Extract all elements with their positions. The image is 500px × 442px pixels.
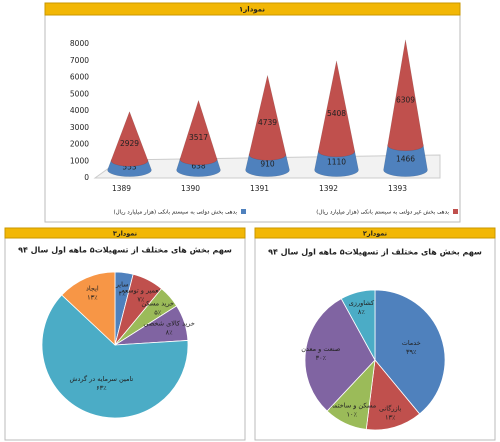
pie-slice [41,294,189,419]
panel-header: نمودار۱ [239,6,265,14]
slice-label: سایر [115,281,129,289]
data-label: 2929 [120,139,139,148]
x-tick-label: 1389 [112,184,131,193]
data-label: 5408 [327,109,346,118]
cone-segment [317,60,356,158]
data-label: 553 [122,162,137,171]
chart-title: سهم بخش های مختلف از تسهیلات۵ ماهه اول س… [268,248,482,258]
panel-1 [44,14,461,223]
slice-label: ایجاد [86,285,99,293]
data-label: 1466 [396,155,415,164]
slice-label: تامین سرمایه در گردش [70,375,134,383]
data-label: 3517 [189,133,208,142]
slice-label: کشاورزی [349,299,375,307]
data-label: 638 [191,162,206,171]
x-tick-label: 1392 [319,184,338,193]
data-label: 910 [260,159,275,168]
y-tick-label: 1000 [70,156,89,165]
cone-segment [248,75,287,161]
panel-header: نمودار۳ [113,230,137,238]
slice-label: خرید کالای شخصی [143,319,195,327]
pie-slice [304,298,376,412]
value-label: ۳۰٪ [316,354,327,362]
slice-label: خدمات [402,339,421,347]
cone-segment [110,110,149,167]
value-label: ۷٪ [137,295,144,303]
panel-header: نمودار۲ [363,230,387,238]
slice-label: بازرگانی [379,404,402,412]
legend-swatch [241,209,246,214]
data-label: 6309 [396,96,415,105]
value-label: ۱۰٪ [347,410,358,418]
pie-slice [61,271,116,346]
slice-label: خرید مسکن [141,299,174,307]
y-tick-label: 5000 [70,89,89,98]
y-tick-label: 8000 [70,39,89,48]
panel-2-header [254,227,496,239]
slice-label: صنعت و معدن [301,345,341,353]
y-tick-label: 3000 [70,123,89,132]
x-tick-label: 1391 [250,184,269,193]
y-tick-label: 7000 [70,56,89,65]
y-tick-label: 0 [84,173,89,182]
value-label: ۵٪ [154,308,161,316]
pie-slice [340,289,376,361]
legend-label: بدهی بخش دولتی به سیستم بانکی (هزار میلی… [114,209,238,216]
chart-title: سهم بخش های مختلف از تسهیلات۵ ماهه اول س… [18,246,232,256]
y-tick-label: 2000 [70,140,89,149]
value-label: ۱۳٪ [87,294,98,302]
x-tick-label: 1390 [181,184,200,193]
panel-3-header [4,227,246,239]
value-label: ۳۹٪ [406,348,417,356]
value-label: ۴٪ [119,290,126,298]
value-label: ۸٪ [166,328,173,336]
legend-label: بدهی بخش غیر دولتی به سیستم بانکی (هزار … [316,209,449,216]
pie-slice [374,289,446,415]
data-label: 4739 [258,118,277,127]
value-label: ۶۳٪ [96,384,107,392]
y-tick-label: 4000 [70,106,89,115]
value-label: ۱۳٪ [385,413,396,421]
cone-segment [179,99,218,166]
value-label: ۸٪ [358,308,365,316]
slice-label: تعمیر و توسعه [121,286,160,294]
data-label: 1110 [327,158,346,167]
pie-slice [365,359,421,431]
cone-segment [387,39,424,152]
x-tick-label: 1393 [388,184,407,193]
slice-label: مسکن و ساختمان [327,401,376,409]
legend-swatch [453,209,458,214]
panel-1-header [44,2,461,16]
y-tick-label: 6000 [70,73,89,82]
